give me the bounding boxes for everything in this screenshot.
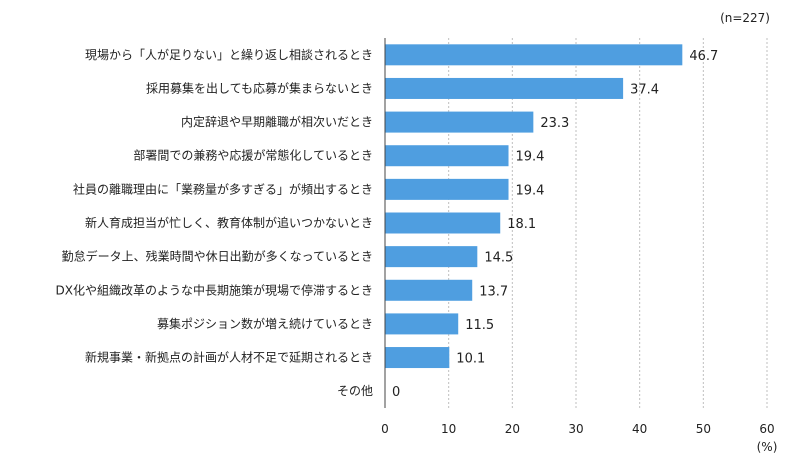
value-label: 19.4 — [516, 150, 545, 165]
x-tick-label: 40 — [632, 422, 647, 436]
bar — [385, 145, 509, 167]
x-tick-label: 30 — [568, 422, 583, 436]
x-axis: 0 10 20 30 40 50 60 — [381, 38, 775, 436]
value-label: 46.7 — [689, 49, 718, 64]
bar — [385, 44, 683, 66]
category-label: 新人育成担当が忙しく、教育体制が追いつかないとき — [85, 215, 373, 230]
value-label: 37.4 — [630, 82, 659, 97]
category-label: 採用募集を出しても応募が集まらないとき — [146, 80, 373, 95]
bar — [385, 111, 534, 133]
value-label: 18.1 — [507, 217, 536, 232]
value-label: 10.1 — [456, 352, 485, 367]
value-label: 11.5 — [465, 318, 494, 333]
x-tick-label: 10 — [441, 422, 456, 436]
value-label: 14.5 — [484, 251, 513, 266]
category-label: その他 — [337, 384, 373, 398]
bar — [385, 212, 501, 234]
category-label: 勤怠データ上、残業時間や休日出勤が多くなっているとき — [62, 249, 373, 264]
sample-size-note: (n=227) — [720, 11, 770, 25]
category-label: 募集ポジション数が増え続けているとき — [157, 316, 373, 331]
category-label: 現場から「人が足りない」と繰り返し相談されるとき — [85, 47, 373, 62]
x-tick-label: 0 — [381, 422, 389, 436]
value-labels: 46.7 37.4 23.3 19.4 19.4 18.1 14.5 13.7 11.5 10.1… — [392, 49, 718, 400]
x-tick-label: 60 — [759, 422, 774, 436]
bars — [385, 44, 683, 369]
bar — [385, 246, 478, 268]
category-label: 部署間での兼務や応援が常態化しているとき — [133, 148, 373, 163]
x-axis-unit-label: (%) — [757, 440, 778, 454]
category-label: DX化や組織改革のような中長期施策が現場で停滞するとき — [56, 282, 373, 297]
value-label: 13.7 — [479, 284, 508, 299]
bar — [385, 77, 624, 99]
value-label: 23.3 — [540, 116, 569, 131]
value-label: 0 — [392, 385, 400, 400]
grid-lines — [448, 38, 768, 408]
category-label: 新規事業・新拠点の計画が人材不足で延期されるとき — [85, 350, 373, 365]
x-tick-label: 50 — [696, 422, 711, 436]
category-labels: 現場から「人が足りない」と繰り返し相談されるとき採用募集を出しても応募が集まらな… — [56, 47, 373, 398]
bar — [385, 178, 509, 200]
category-label: 社員の離職理由に「業務量が多すぎる」が頻出するとき — [73, 181, 373, 196]
bar — [385, 313, 459, 335]
value-label: 19.4 — [516, 183, 545, 198]
bar — [385, 279, 473, 301]
category-label: 内定辞退や早期離職が相次いだとき — [181, 114, 373, 129]
bar — [385, 347, 450, 369]
x-tick-label: 20 — [505, 422, 520, 436]
